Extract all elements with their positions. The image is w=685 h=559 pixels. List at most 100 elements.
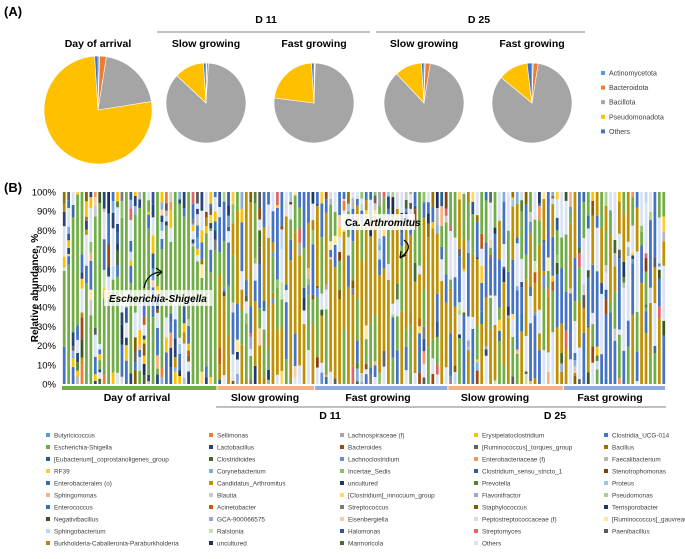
bar-segment — [218, 207, 222, 218]
bar-segment — [67, 253, 71, 257]
bar-segment — [142, 324, 146, 336]
bar-segment — [329, 198, 333, 205]
bar-segment — [355, 362, 359, 369]
bar-segment — [169, 322, 173, 333]
bar-segment — [444, 302, 448, 368]
bar-segment — [222, 375, 226, 384]
bar-segment — [262, 311, 266, 316]
bar-segment — [458, 192, 461, 200]
genus-legend-swatch — [209, 457, 213, 461]
bar-segment — [253, 365, 257, 384]
bar-segment — [409, 192, 413, 194]
bar-segment — [262, 308, 266, 312]
bar-segment — [276, 374, 279, 384]
bar-segment — [555, 327, 559, 384]
pie-legend-label: Bacillota — [609, 100, 636, 107]
bar-segment — [76, 339, 79, 353]
bar-segment — [657, 266, 661, 270]
bar-segment — [369, 199, 373, 214]
bar-segment — [258, 208, 262, 220]
bar-segment — [62, 267, 66, 271]
bar-segment — [125, 192, 128, 291]
bar-segment — [315, 288, 319, 298]
bar-segment — [578, 379, 581, 384]
bar-segment — [244, 301, 248, 314]
bar-segment — [125, 345, 128, 361]
bar-segment — [617, 334, 621, 378]
genus-legend-swatch — [340, 541, 344, 545]
bar-segment — [591, 264, 595, 313]
bar-segment — [493, 324, 497, 381]
bar-segment — [404, 329, 408, 347]
bar-segment — [267, 379, 270, 384]
genus-legend-swatch — [46, 433, 50, 437]
pie-title-slow-d25: Slow growing — [390, 38, 458, 50]
bar-segment — [382, 268, 386, 351]
bar-segment — [546, 372, 550, 384]
bar-segment — [480, 233, 484, 249]
genus-legend-label: Halomonas — [348, 529, 380, 536]
bar-segment — [338, 289, 341, 300]
y-tick-label: 20% — [37, 341, 57, 352]
bar-segment — [120, 339, 124, 345]
bar-segment — [502, 266, 506, 269]
genus-legend-swatch — [474, 481, 478, 485]
stacked-bars — [62, 192, 666, 384]
bar-segment — [418, 318, 421, 327]
bar-segment — [604, 205, 608, 232]
bar-segment — [67, 208, 71, 227]
bar-segment — [644, 258, 648, 272]
genus-legend-label: Bacteroides — [348, 445, 382, 452]
bar-segment — [573, 366, 577, 373]
bar-segment — [196, 237, 199, 249]
bar-segment — [355, 198, 359, 206]
bar-segment — [200, 264, 204, 278]
bar-segment — [102, 269, 106, 288]
bar-segment — [546, 257, 550, 271]
bar-segment — [102, 375, 106, 384]
y-tick-label: 90% — [37, 207, 57, 218]
pie-legend-label: Pseudomonadota — [609, 114, 664, 121]
bar-segment — [631, 255, 635, 260]
bar-segment — [413, 209, 417, 227]
bar-segment — [311, 192, 315, 204]
y-tick-label: 40% — [37, 303, 57, 314]
bar-segment — [138, 349, 142, 357]
bar-segment — [418, 265, 421, 275]
genus-legend-label: Proteus — [612, 481, 634, 488]
genus-legend-swatch — [604, 433, 608, 437]
bar-segment — [302, 247, 306, 288]
bar-segment — [120, 201, 124, 218]
pie-title-day-of-arrival: Day of arrival — [65, 38, 132, 50]
bar-segment — [98, 349, 102, 355]
bar-segment — [258, 264, 262, 309]
bar-segment — [76, 362, 79, 369]
bar-segment — [529, 295, 532, 312]
annotation-escherichia-shigella: Escherichia-Shigella — [109, 294, 207, 305]
bar-segment — [480, 311, 484, 324]
bar-segment — [116, 223, 119, 233]
bar-segment — [133, 195, 137, 206]
bar-segment — [444, 222, 448, 275]
bar-segment — [298, 365, 301, 384]
bar-segment — [67, 233, 71, 241]
bar-segment — [600, 293, 603, 355]
bar-segment — [227, 192, 230, 206]
bar-segment — [196, 248, 199, 256]
bar-segment — [422, 192, 426, 203]
bar-segment — [560, 192, 564, 238]
bar-segment — [435, 233, 439, 294]
y-tick-label: 30% — [37, 322, 57, 333]
bar-segment — [315, 367, 319, 384]
bar-segment — [320, 372, 324, 384]
genus-legend-label: Lactobacillus — [217, 445, 254, 452]
bar-segment — [196, 208, 199, 215]
genus-legend-label: Incertae_Sedis — [348, 469, 391, 476]
bar-segment — [258, 328, 262, 346]
bar-segment — [338, 251, 341, 261]
bar-segment — [218, 347, 222, 365]
bar-segment — [542, 243, 546, 272]
bar-segment — [89, 192, 93, 198]
bar-segment — [444, 208, 448, 216]
bar-segment — [404, 346, 408, 371]
